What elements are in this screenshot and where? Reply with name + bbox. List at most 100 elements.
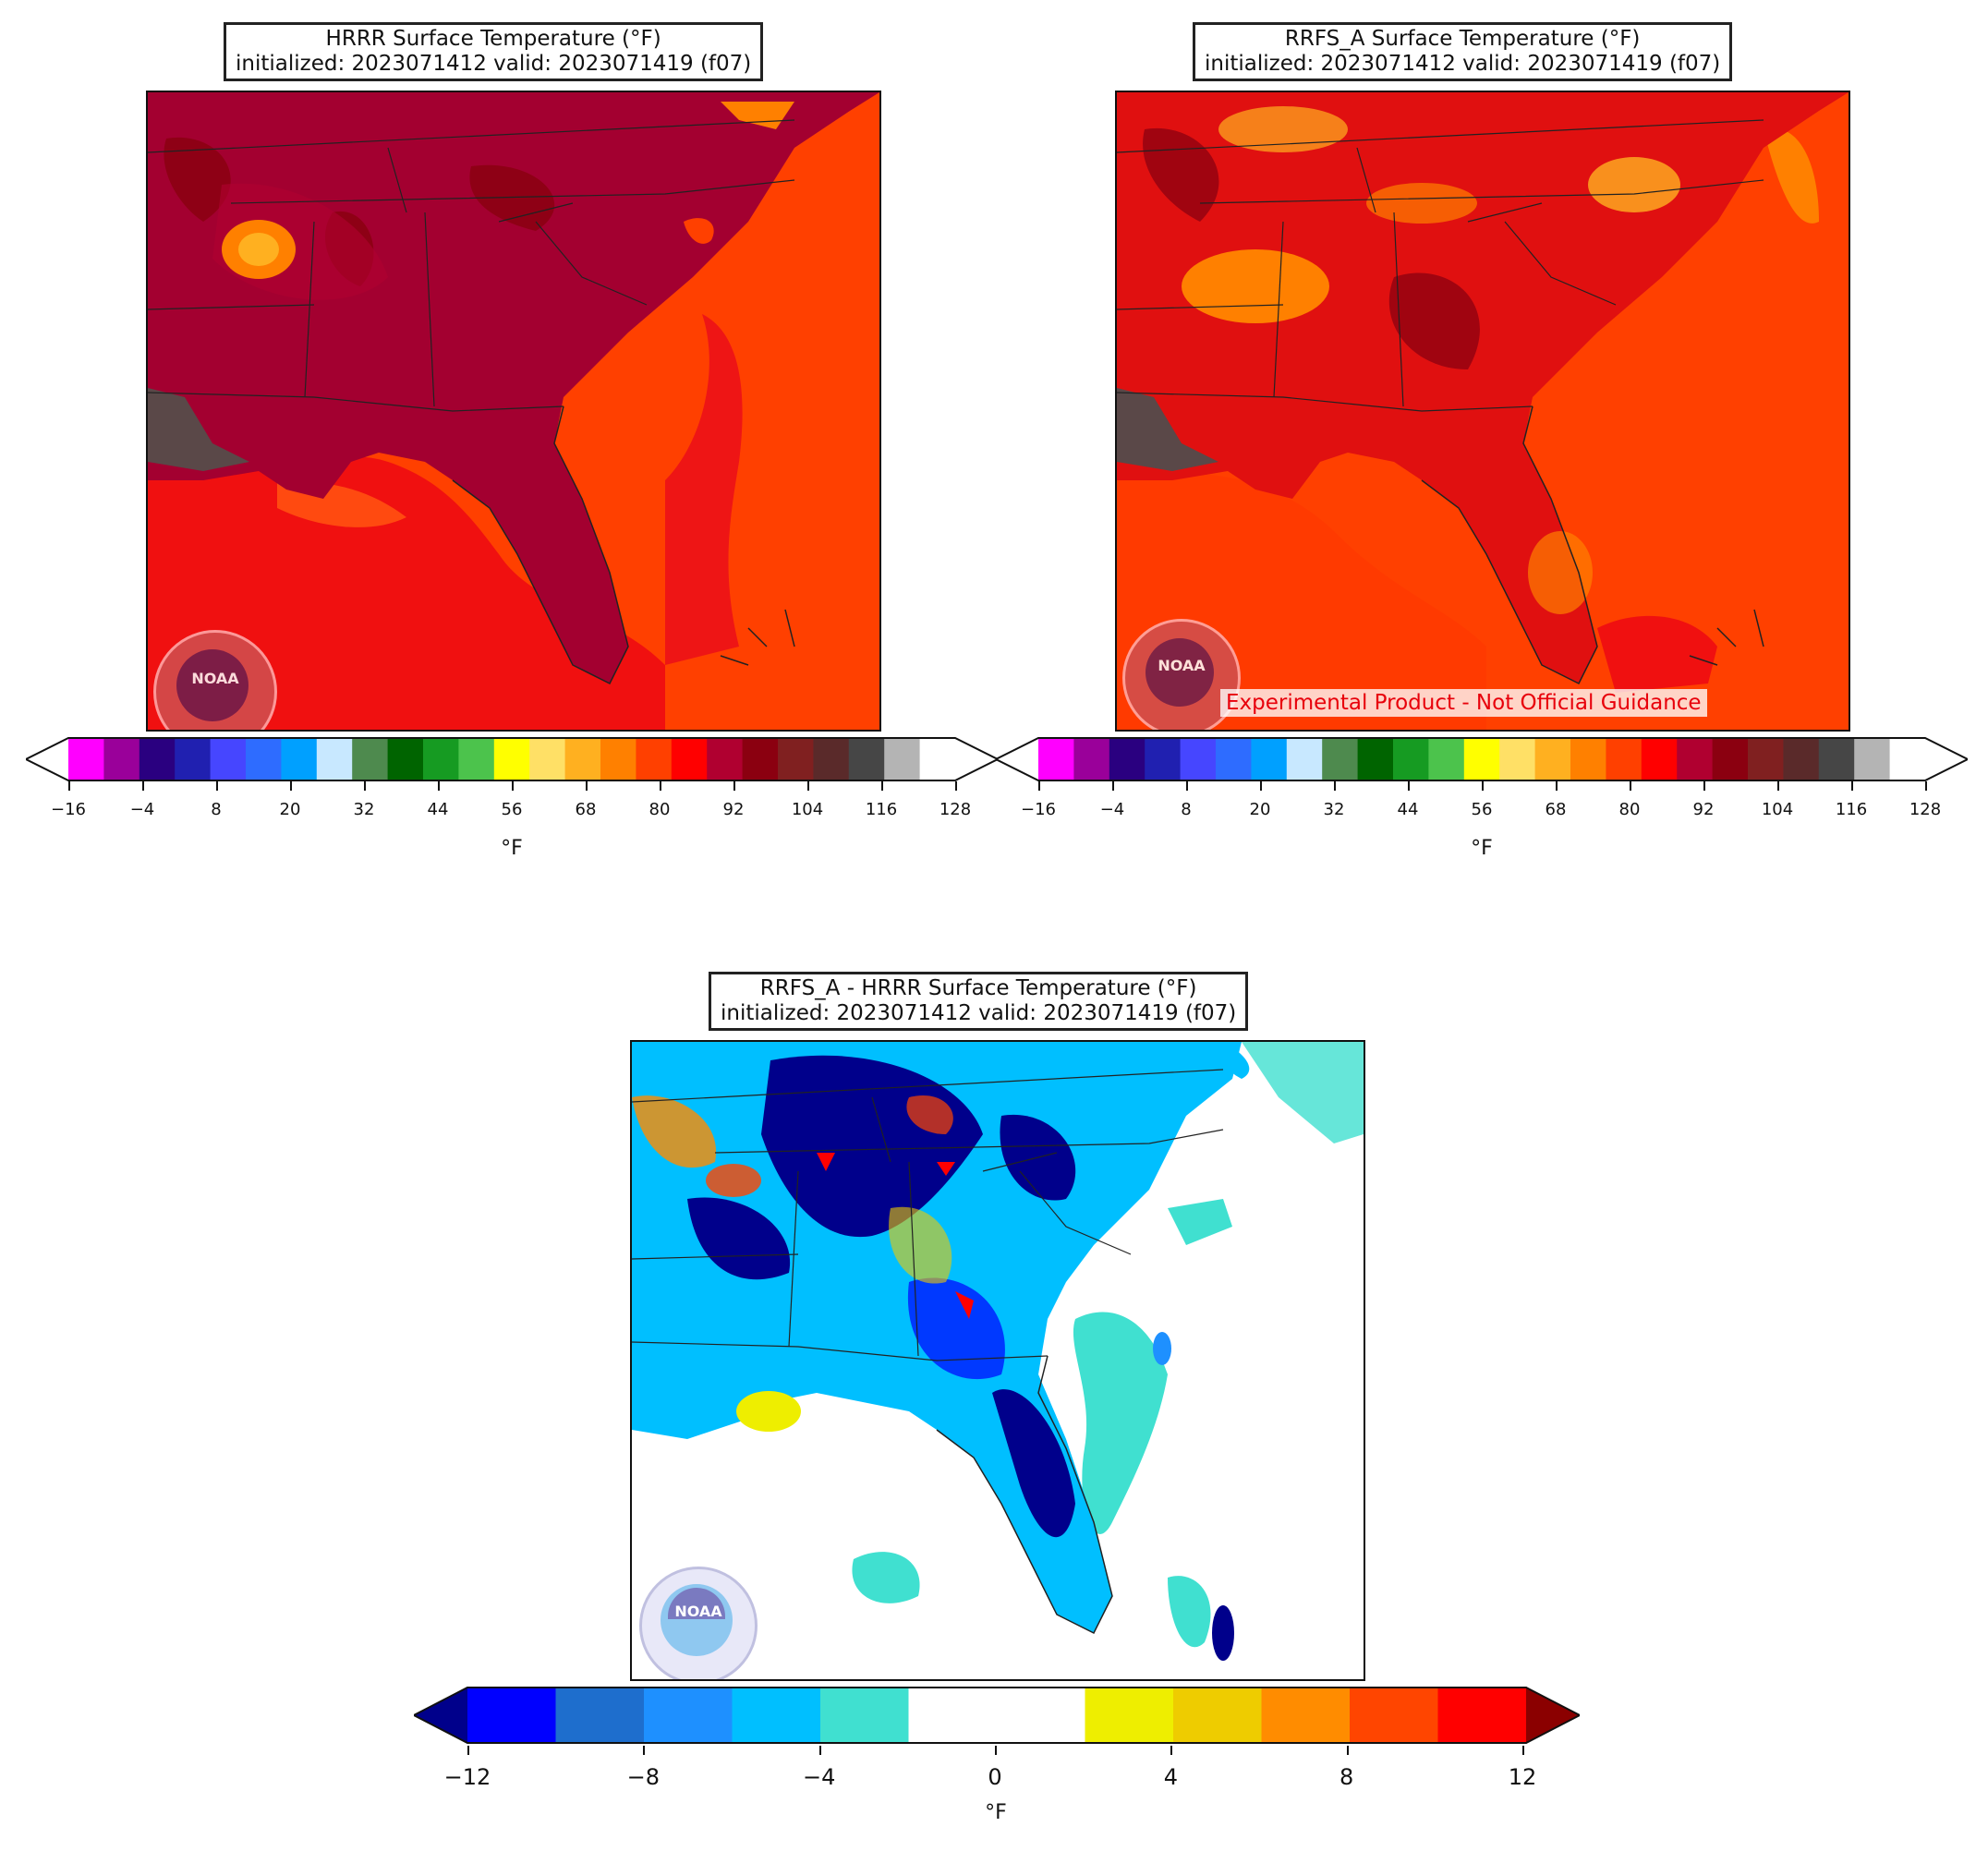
colorbar-segment (1428, 737, 1465, 781)
hrrr-title: HRRR Surface Temperature (°F) initialize… (224, 22, 764, 81)
colorbar-segment (1641, 737, 1678, 781)
colorbar-tick-mark (995, 1746, 997, 1755)
colorbar-segment (281, 737, 318, 781)
colorbar-tick-label: 116 (1835, 800, 1868, 819)
colorbar-tick-label: 80 (649, 800, 671, 819)
colorbar-tick-mark (733, 781, 735, 791)
colorbar-segment (908, 1687, 998, 1744)
colorbar-tick-label: −4 (129, 800, 155, 819)
colorbar-tick-mark (216, 781, 218, 791)
colorbar-tick-mark (818, 1746, 821, 1755)
colorbar-tick-mark (364, 781, 366, 791)
colorbar-tick-mark (586, 781, 588, 791)
colorbar-segment (1085, 1687, 1174, 1744)
colorbar-tick-mark (1260, 781, 1262, 791)
colorbar-tick-label: 128 (939, 800, 972, 819)
colorbar-segment (387, 737, 424, 781)
colorbar-tick-label: −12 (443, 1764, 491, 1790)
colorbar-segment (919, 737, 956, 781)
colorbar-segment (1261, 1687, 1351, 1744)
colorbar-tick-mark (1346, 1746, 1349, 1755)
noaa-logo: NOAA (153, 630, 277, 730)
diff-map: NOAA (630, 1040, 1365, 1681)
colorbar-segment (1357, 737, 1394, 781)
colorbar-tick-label: 32 (353, 800, 375, 819)
rrfs-colorbar (993, 737, 1970, 781)
colorbar-tick-label: 8 (1339, 1764, 1354, 1790)
colorbar-segment (555, 1687, 645, 1744)
rrfs-colorbar-svg (993, 737, 1970, 781)
colorbar-extend-min (996, 737, 1038, 781)
colorbar-tick-label: 104 (791, 800, 824, 819)
colorbar-segment (778, 737, 814, 781)
colorbar-segment (1534, 737, 1571, 781)
experimental-watermark: Experimental Product - Not Official Guid… (1220, 689, 1707, 717)
colorbar-segment (1463, 737, 1500, 781)
noaa-logo-text: NOAA (1158, 657, 1206, 674)
rrfs-colorbar-unit: °F (1471, 837, 1493, 860)
colorbar-tick-mark (660, 781, 661, 791)
colorbar-tick-label: −4 (1099, 800, 1125, 819)
colorbar-segment (1818, 737, 1855, 781)
colorbar-segment (467, 1687, 557, 1744)
colorbar-segment (1606, 737, 1643, 781)
colorbar-segment (103, 737, 140, 781)
colorbar-segment (1712, 737, 1749, 781)
colorbar-tick-label: −16 (1021, 800, 1056, 819)
colorbar-segment (636, 737, 673, 781)
colorbar-tick-label: 92 (722, 800, 745, 819)
colorbar-tick-mark (955, 781, 957, 791)
colorbar-tick-label: 44 (427, 800, 449, 819)
diff-title-line1: RRFS_A - HRRR Surface Temperature (°F) (759, 976, 1197, 1000)
colorbar-tick-label: −4 (802, 1764, 836, 1790)
colorbar-tick-label: 8 (1181, 800, 1192, 819)
colorbar-segment (1216, 737, 1252, 781)
colorbar-segment (1251, 737, 1288, 781)
colorbar-segment (1854, 737, 1891, 781)
colorbar-segment (1073, 737, 1110, 781)
diff-title-line2: initialized: 2023071412 valid: 202307141… (721, 1001, 1237, 1025)
colorbar-segment (246, 737, 282, 781)
colorbar-segment (458, 737, 495, 781)
colorbar-segment (813, 737, 850, 781)
colorbar-extend-max (1526, 1687, 1580, 1744)
colorbar-tick-label: 20 (1249, 800, 1271, 819)
colorbar-segment (1677, 737, 1714, 781)
hrrr-map: NOAA (146, 91, 881, 732)
colorbar-segment (1145, 737, 1182, 781)
colorbar-tick-label: 56 (1471, 800, 1493, 819)
colorbar-segment (1322, 737, 1359, 781)
colorbar-tick-mark (1408, 781, 1410, 791)
colorbar-segment (671, 737, 708, 781)
colorbar-segment (1286, 737, 1323, 781)
colorbar-tick-label: 104 (1761, 800, 1794, 819)
colorbar-segment (68, 737, 104, 781)
noaa-logo-text: NOAA (191, 670, 239, 687)
colorbar-segment (1173, 1687, 1263, 1744)
colorbar-segment (529, 737, 566, 781)
colorbar-tick-mark (467, 1746, 469, 1755)
colorbar-segment (997, 1687, 1086, 1744)
colorbar-tick-label: 12 (1508, 1764, 1537, 1790)
colorbar-segment (1499, 737, 1536, 781)
colorbar-segment (564, 737, 601, 781)
colorbar-tick-mark (1038, 781, 1040, 791)
colorbar-segment (1180, 737, 1217, 781)
colorbar-segment (1393, 737, 1429, 781)
colorbar-tick-mark (1556, 781, 1558, 791)
colorbar-tick-label: 56 (501, 800, 523, 819)
colorbar-tick-mark (1334, 781, 1336, 791)
colorbar-segment (1038, 737, 1074, 781)
diff-colorbar (411, 1687, 1582, 1744)
colorbar-tick-mark (1851, 781, 1853, 791)
diff-title: RRFS_A - HRRR Surface Temperature (°F) i… (709, 972, 1249, 1031)
rrfs-title-line1: RRFS_A Surface Temperature (°F) (1284, 27, 1641, 51)
rrfs-title-line2: initialized: 2023071412 valid: 202307141… (1205, 52, 1721, 76)
colorbar-tick-mark (1925, 781, 1927, 791)
colorbar-tick-mark (881, 781, 883, 791)
colorbar-extend-max (955, 737, 998, 781)
colorbar-segment (1889, 737, 1926, 781)
colorbar-tick-label: 4 (1163, 1764, 1178, 1790)
colorbar-segment (423, 737, 459, 781)
colorbar-segment (884, 737, 921, 781)
